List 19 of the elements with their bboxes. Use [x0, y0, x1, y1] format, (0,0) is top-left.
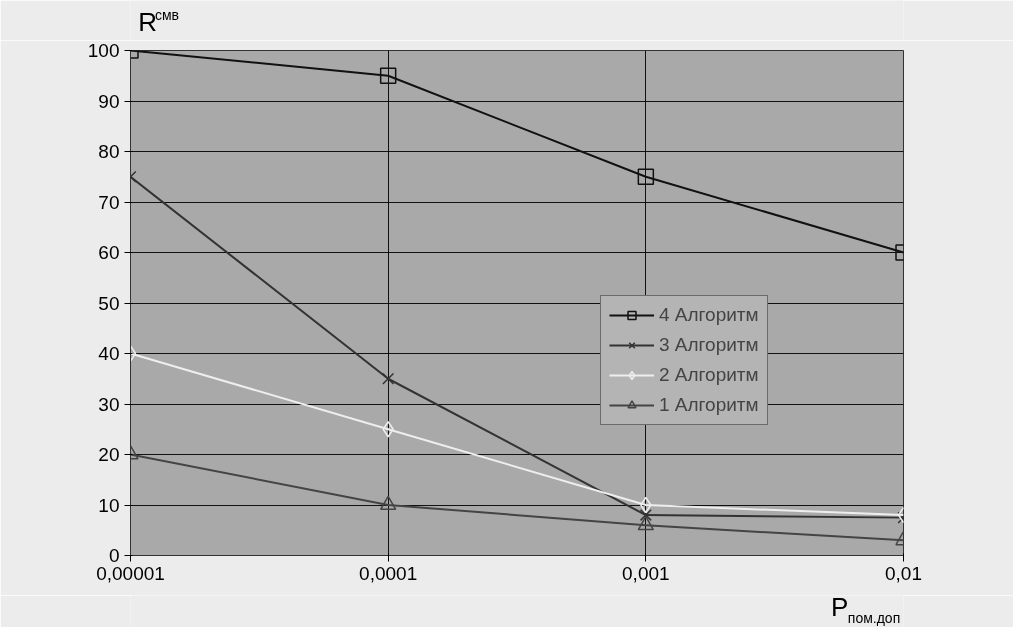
legend-label: 2 Алгоритм — [659, 364, 759, 386]
y-tick-label: 50 — [98, 292, 120, 314]
point — [637, 168, 655, 185]
y-tick-label: 80 — [98, 141, 120, 162]
y-tick-label: 100 — [87, 40, 120, 61]
legend-label: 3 Алгоритм — [659, 334, 759, 356]
legend-label: 4 Алгоритм — [659, 304, 759, 326]
x-tick-label: 0,0001 — [359, 562, 418, 584]
point — [379, 67, 397, 84]
x-tick-label: 0,001 — [622, 562, 670, 584]
y-tick-label: 10 — [98, 494, 120, 516]
y-tick-label: 90 — [98, 90, 120, 112]
y-tick-label: 40 — [98, 343, 120, 364]
y-tick-label: 60 — [98, 242, 120, 263]
y-tick-label: 20 — [98, 444, 120, 465]
y-tick-label: 70 — [98, 191, 120, 213]
legend-label: 1 Алгоритм — [659, 394, 759, 416]
x-tick-label: 0,01 — [885, 562, 922, 584]
y-tick-label: 30 — [98, 393, 120, 415]
